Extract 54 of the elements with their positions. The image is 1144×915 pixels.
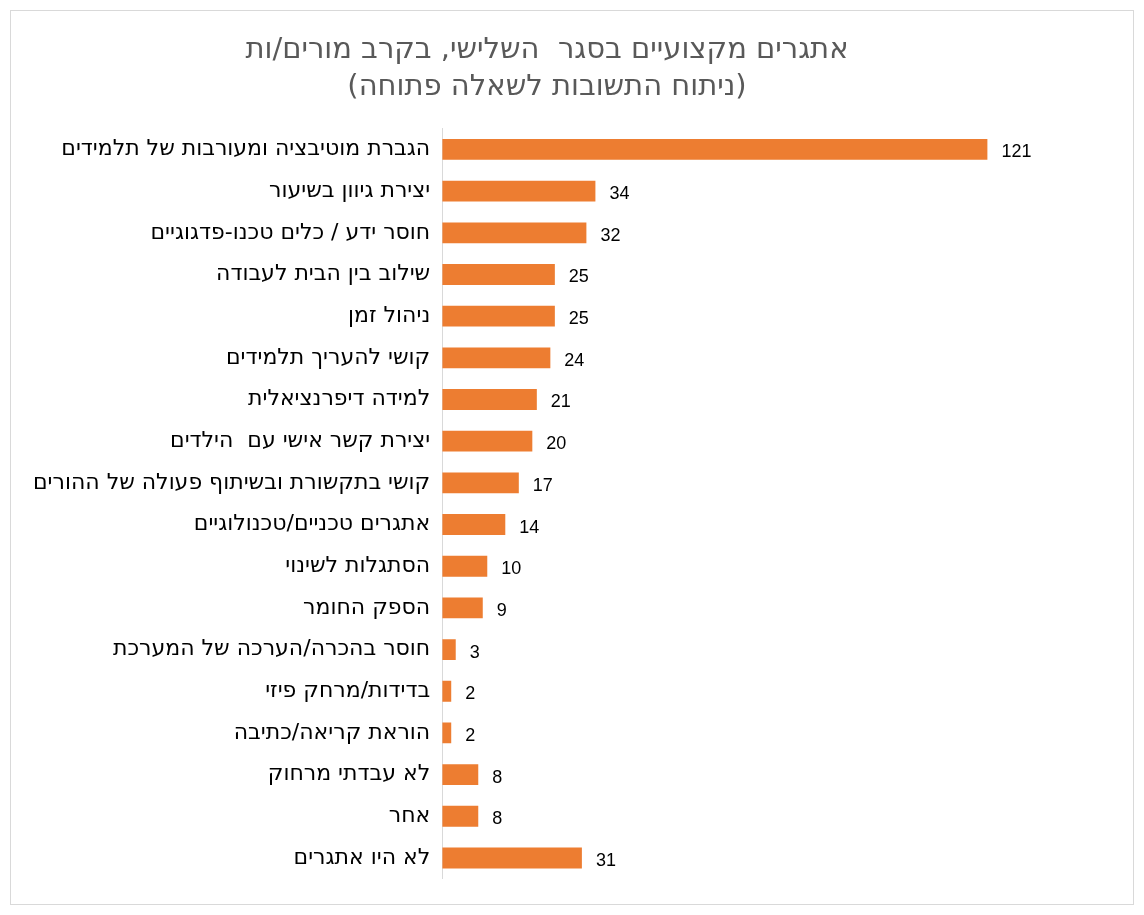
data-label: 32 — [600, 224, 621, 245]
y-tick-label: למידה דיפרנציאלית — [248, 385, 431, 411]
data-label: 25 — [568, 308, 589, 329]
data-label: 10 — [501, 558, 522, 579]
y-tick-label: הגברת מוטיבציה ומעורבות של תלמידים — [61, 135, 431, 161]
chart-subtitle: (ניתוח התשובות לשאלה פתוחה) — [347, 67, 747, 102]
bar — [442, 514, 506, 535]
y-tick-label: אתגרים טכניים/טכנולוגיים — [193, 510, 431, 536]
y-tick-label: אחר — [388, 802, 431, 827]
data-label: 21 — [550, 391, 571, 412]
bar — [442, 264, 555, 285]
bar — [442, 139, 988, 160]
data-label: 121 — [1001, 141, 1032, 162]
y-tick-label: שילוב בין הבית לעבודה — [216, 260, 431, 286]
data-label: 8 — [492, 808, 503, 829]
y-tick-label: חוסר בהכרה/הערכה של המערכת — [112, 635, 431, 661]
y-tick-label: יצירת גיוון בשיעור — [269, 176, 431, 202]
bar — [442, 305, 555, 327]
bar — [442, 180, 596, 202]
y-tick-label: לא עבדתי מרחוק — [267, 760, 431, 786]
bar — [442, 472, 519, 494]
y-tick-label: הספק החומר — [303, 593, 431, 619]
bar — [442, 555, 488, 577]
data-label: 14 — [519, 516, 540, 537]
y-tick-label: בדידות/מרחק פיזי — [265, 676, 431, 702]
y-tick-label: קושי בתקשורת ובשיתוף פעולה של ההורים — [33, 468, 431, 494]
data-label: 2 — [465, 724, 476, 745]
data-label: 17 — [532, 474, 553, 495]
bar — [442, 639, 456, 660]
chart-title: אתגרים מקצועיים בסגר השלישי, בקרב מורים/ות — [245, 30, 849, 65]
bar — [442, 222, 587, 244]
data-label: 9 — [496, 599, 507, 620]
bar — [442, 805, 479, 827]
y-tick-label: לא היו אתגרים — [293, 843, 431, 869]
bar — [442, 430, 533, 452]
data-label: 31 — [595, 849, 616, 870]
y-tick-label: ניהול זמן — [348, 301, 431, 327]
data-label: 24 — [564, 349, 585, 370]
data-label: 2 — [465, 683, 476, 704]
data-label: 34 — [609, 183, 630, 204]
y-tick-label: קושי להעריך תלמידים — [225, 343, 431, 369]
y-tick-label: הוראת קריאה/כתיבה — [233, 718, 431, 744]
y-tick-label: יצירת קשר אישי עם הילדים — [170, 426, 431, 452]
bar — [442, 347, 551, 369]
bar — [442, 764, 479, 786]
bar — [442, 597, 483, 619]
y-tick-label: הסתגלות לשינוי — [285, 551, 431, 577]
data-label: 20 — [546, 433, 567, 454]
data-label: 25 — [568, 266, 589, 287]
bar — [442, 847, 582, 869]
data-label: 3 — [469, 641, 480, 662]
bar — [442, 389, 537, 410]
data-label: 8 — [492, 766, 503, 787]
y-tick-label: חוסר ידע / כלים טכנו-פדגוגיים — [150, 218, 431, 244]
